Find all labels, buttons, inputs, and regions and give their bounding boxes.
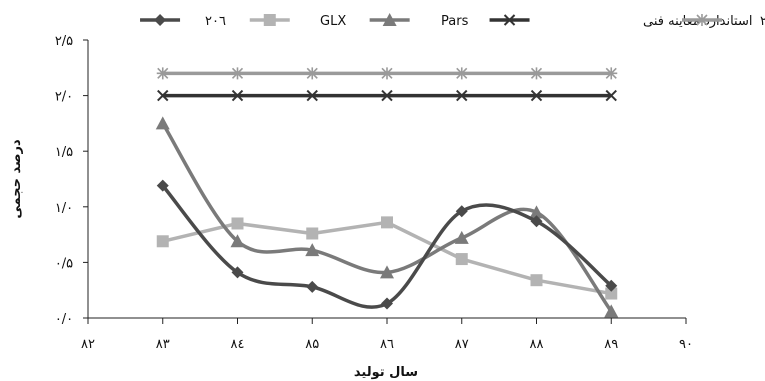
data-point [605,287,618,300]
legend-label: Pars [441,14,469,29]
data-point [306,89,318,102]
data-point [455,253,468,266]
data-point [381,297,393,310]
data-point [380,265,394,279]
data-point [381,89,393,102]
y-tick-label: ۲/۰ [55,90,73,105]
series-0 [156,179,618,310]
data-point [454,230,469,244]
data-point [605,89,617,102]
data-point [381,216,393,229]
x-axis-title: سال تولید [354,365,418,380]
y-tick-label: ۱/۰ [55,201,73,216]
data-point [456,89,468,102]
x-tick-label: ۸۵ [305,337,319,352]
x-tick-label: ۸۳ [156,337,170,352]
data-point [605,279,618,292]
series-group [155,67,619,318]
legend-swatch-marker [263,14,276,26]
data-point [605,67,618,80]
data-point [231,266,244,279]
data-point [230,234,245,248]
x-tick-group: ۸۲ ۸۳ ۸٤ ۸۵ ۸٦ ۸۷ ۸۸ ۸۹ ۹۰ [81,318,693,352]
legend-label: ۲۰٦ [205,14,226,29]
data-point [306,67,319,80]
data-point [455,205,468,218]
legend-swatch-marker [382,13,397,26]
x-tick-label: ۹۰ [679,337,693,352]
data-point [604,304,619,318]
legend-item: ۲۰٦ [140,14,226,29]
data-point [305,243,320,257]
legend-swatch-marker [695,14,708,26]
y-tick-label: ۰/۵ [55,256,73,271]
data-point [157,89,169,102]
y-tick-label: ۱/۵ [55,145,73,160]
x-tick-label: ۸۲ [81,337,95,352]
data-point [156,67,169,80]
x-tick-label: ۸۸ [530,337,544,352]
data-point [530,89,543,102]
series-2 [155,116,619,318]
x-tick-label: ۸۹ [604,337,618,352]
data-point [155,116,170,130]
y-tick-label: ۲/۵ [55,34,73,49]
data-point [231,217,244,230]
legend-swatch-marker [154,14,167,26]
data-point [530,215,543,228]
data-point [231,67,244,80]
legend-label: یورو ۲ [760,14,765,29]
series-3 [157,89,617,102]
data-point [156,179,169,192]
data-point [530,274,543,287]
data-point [529,205,544,219]
y-tick-label: ۰/۰ [55,312,73,327]
x-tick-label: ۸٦ [380,337,394,352]
legend-swatch-marker [503,14,516,26]
data-point [306,227,319,240]
series-line [161,184,613,309]
data-point [306,280,319,293]
legend-item: یورو ۲ [681,14,765,29]
legend-item: GLX [249,14,346,29]
y-axis-title: درصد حجمی [9,139,24,219]
y-tick-group: ۰/۰ ۰/۵ ۱/۰ ۱/۵ ۲/۰ ۲/۵ [55,34,88,327]
data-point [455,67,468,80]
series-4 [156,67,618,80]
x-tick-label: ۸٤ [231,337,245,352]
data-point [530,67,543,80]
data-point [156,235,169,248]
legend-label: GLX [320,14,346,29]
data-point [381,67,393,80]
series-1 [156,216,618,300]
legend-item: Pars [369,13,469,29]
data-point [231,89,244,102]
x-tick-label: ۸۷ [455,337,469,352]
